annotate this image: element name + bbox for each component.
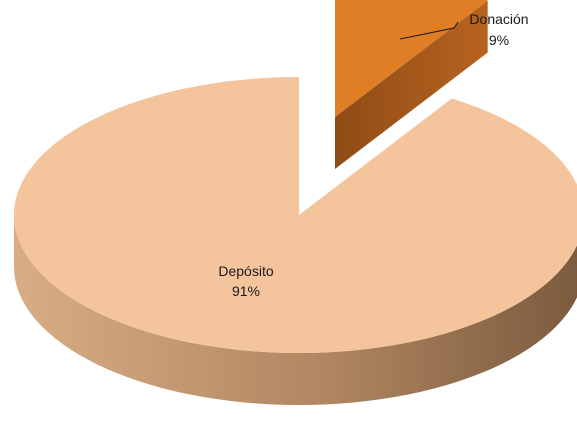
data-label-deposito-pct: 91% [232,283,260,299]
data-label-donacion-pct: 9% [489,32,509,48]
data-label-donacion-leader [399,21,459,40]
pie-slice-donacion-side [335,0,488,169]
pie-slice-deposito [13,77,577,353]
data-label-deposito-name: Depósito [218,263,273,279]
pie-slice-deposito-side [14,215,577,405]
data-label-donacion-name: Donación [469,11,528,27]
pie-slice-deposito-group [13,77,577,405]
